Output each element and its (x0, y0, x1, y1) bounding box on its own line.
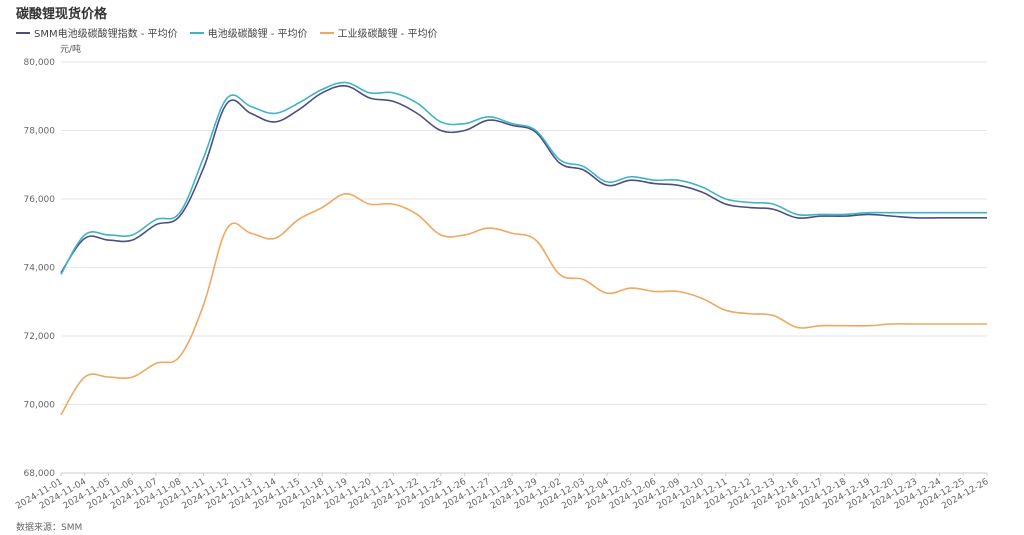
legend-item-battery-grade[interactable]: 电池级碳酸锂 - 平均价 (189, 25, 308, 40)
legend-label-smm-index: SMM电池级碳酸锂指数 - 平均价 (34, 29, 178, 40)
y-tick-label: 74,000 (24, 264, 56, 274)
data-source-label: 数据来源：SMM (16, 523, 83, 533)
y-axis-unit-label: 元/吨 (60, 45, 82, 55)
grid-lines (61, 61, 987, 405)
y-tick-label: 80,000 (24, 58, 56, 68)
y-axis-ticks: 68,000 70,000 72,000 74,000 76,000 78,000 80,0… (24, 58, 56, 479)
chart-title: 碳酸锂现货价格 (16, 7, 108, 22)
legend-swatch-industrial-grade (319, 31, 334, 34)
series-line-industrial-grade[interactable] (60, 193, 987, 416)
y-tick-label: 68,000 (24, 469, 56, 479)
series-line-battery-grade[interactable] (60, 81, 987, 275)
legend-item-industrial-grade[interactable]: 工业级碳酸锂 - 平均价 (319, 25, 438, 40)
legend-swatch-smm-index (16, 31, 30, 34)
legend-item-smm-index[interactable]: SMM电池级碳酸锂指数 - 平均价 (16, 25, 178, 40)
legend-swatch-battery-grade (189, 31, 204, 34)
y-tick-label: 70,000 (24, 401, 56, 411)
legend-label-industrial-grade: 工业级碳酸锂 - 平均价 (337, 29, 438, 40)
legend-label-battery-grade: 电池级碳酸锂 - 平均价 (207, 29, 308, 40)
y-tick-label: 78,000 (24, 127, 56, 137)
y-tick-label: 76,000 (24, 195, 56, 205)
series-line-smm-index[interactable] (60, 85, 987, 274)
series-lines (60, 81, 987, 416)
y-tick-label: 72,000 (24, 332, 56, 342)
chart-legend: SMM电池级碳酸锂指数 - 平均价 电池级碳酸锂 - 平均价 工业级碳酸锂 - … (16, 25, 438, 40)
x-axis-ticks: 2024-11-012024-11-042024-11-052024-11-06… (14, 473, 991, 512)
